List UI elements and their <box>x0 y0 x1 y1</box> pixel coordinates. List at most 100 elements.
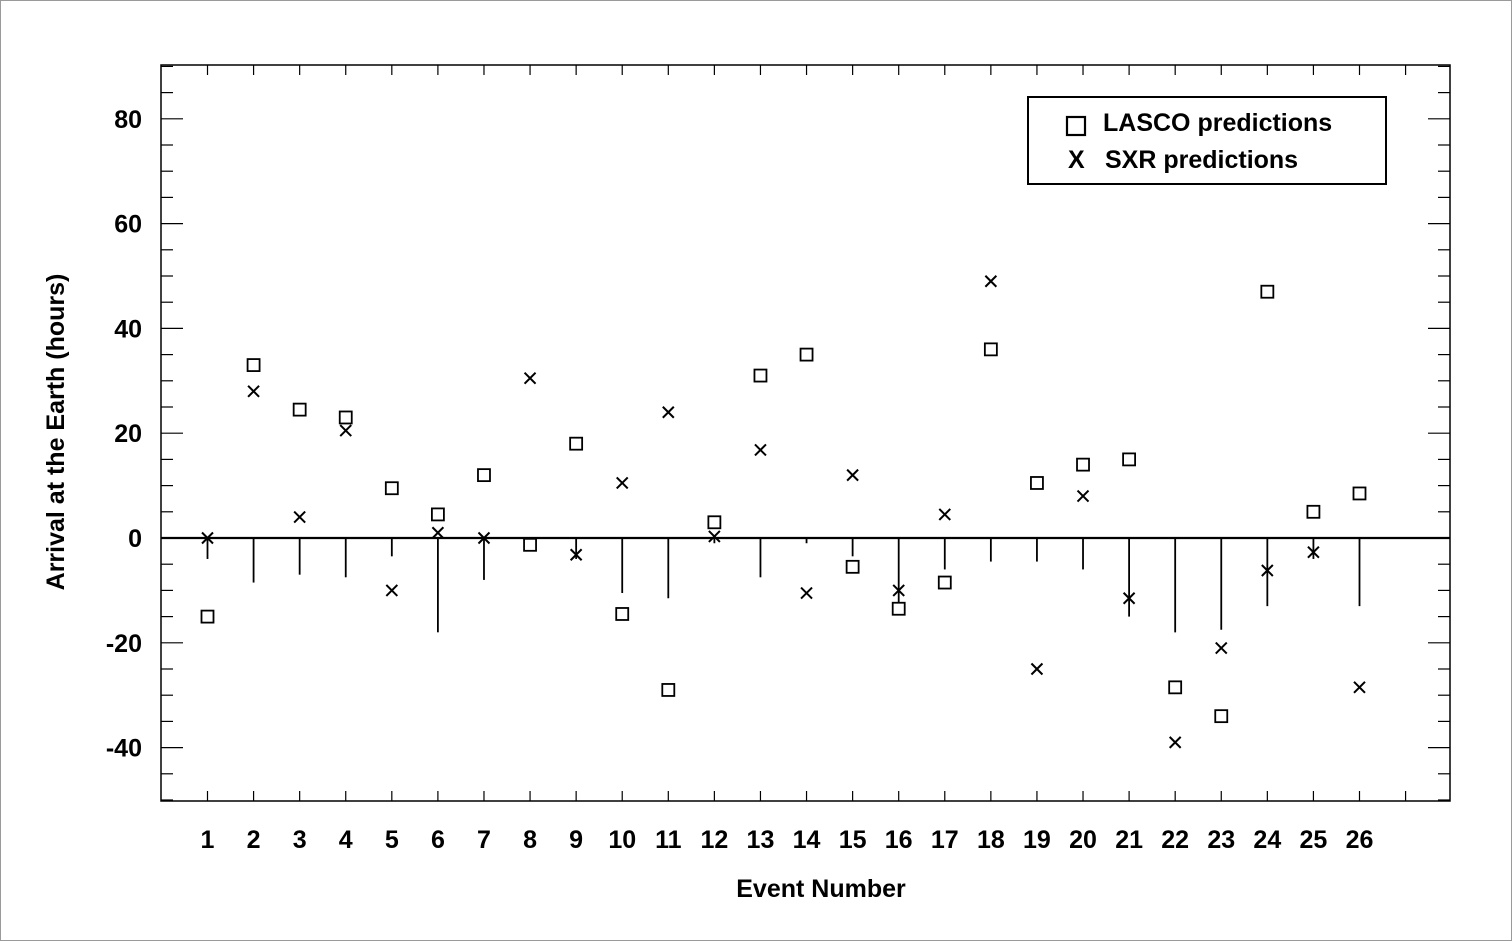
lasco-point <box>1076 457 1090 472</box>
lasco-point <box>569 436 584 451</box>
legend-label-lasco: LASCO predictions <box>1103 109 1332 137</box>
y-tick-label: 80 <box>114 106 142 134</box>
lasco-point <box>523 537 537 552</box>
error-bars <box>206 538 1361 633</box>
sxr-point <box>938 508 951 521</box>
lasco-point <box>1306 504 1321 519</box>
sxr-point <box>1122 592 1136 605</box>
sxr-point <box>1030 662 1044 676</box>
sxr-point <box>523 371 537 385</box>
y-axis-tick-labels: 80 60 40 20 0 -20 -40 <box>106 106 142 763</box>
y-tick-label: -40 <box>106 735 142 763</box>
lasco-series <box>200 284 1367 724</box>
x-tick-label: 3 <box>293 826 307 854</box>
sxr-point <box>616 476 629 490</box>
sxr-point <box>846 468 859 482</box>
lasco-point <box>707 515 722 530</box>
lasco-point <box>845 559 860 574</box>
lasco-point <box>661 683 676 697</box>
x-tick-label: 19 <box>1023 826 1051 854</box>
lasco-point <box>292 402 307 417</box>
x-tick-label: 13 <box>747 826 775 854</box>
sxr-point <box>247 385 260 398</box>
x-tick-label: 8 <box>523 826 537 854</box>
x-tick-label: 4 <box>339 826 353 854</box>
sxr-point <box>477 531 491 545</box>
x-axis-tick-labels: 1 2 3 4 5 6 7 8 9 10 11 12 13 14 15 16 17 18 19 20 21 22 23 24 2… <box>201 826 1374 854</box>
axis-ticks <box>161 65 1450 801</box>
y-tick-label: 60 <box>114 211 142 239</box>
x-tick-label: 15 <box>839 826 867 854</box>
x-tick-label: 5 <box>385 826 399 854</box>
lasco-point <box>891 601 906 616</box>
sxr-point <box>708 530 721 543</box>
sxr-point <box>984 275 998 288</box>
x-tick-label: 25 <box>1300 826 1328 854</box>
sxr-point <box>754 443 767 457</box>
x-tick-label: 9 <box>569 826 583 854</box>
x-tick-label: 11 <box>655 826 682 854</box>
sxr-point <box>1215 641 1228 655</box>
lasco-point <box>1122 452 1136 467</box>
lasco-point <box>338 410 353 425</box>
x-tick-label: 7 <box>477 826 491 854</box>
x-tick-label: 20 <box>1069 826 1097 854</box>
sxr-point <box>1261 564 1274 577</box>
legend-box <box>1027 96 1387 185</box>
x-tick-label: 23 <box>1207 826 1235 854</box>
x-tick-label: 1 <box>201 826 215 854</box>
x-tick-label: 24 <box>1253 826 1281 854</box>
y-tick-label: 0 <box>128 525 142 553</box>
sxr-point <box>339 424 352 437</box>
lasco-point <box>477 468 491 483</box>
sxr-point <box>385 584 399 597</box>
lasco-point <box>615 607 630 621</box>
lasco-point <box>937 575 952 590</box>
x-tick-label: 21 <box>1115 826 1143 854</box>
x-tick-label: 18 <box>977 826 1005 854</box>
sxr-point <box>800 586 813 600</box>
y-tick-label: 20 <box>114 420 142 448</box>
sxr-point <box>1076 489 1090 503</box>
lasco-point <box>1352 486 1367 501</box>
lasco-point <box>983 342 998 357</box>
legend: LASCO predictions X SXR predictions <box>1027 96 1387 185</box>
lasco-point <box>799 347 814 362</box>
lasco-point <box>1214 709 1229 724</box>
sxr-series <box>201 275 1366 749</box>
sxr-point <box>1307 545 1320 559</box>
y-tick-label: 40 <box>114 315 142 343</box>
x-tick-label: 12 <box>700 826 728 854</box>
y-axis-title: Arrival at the Earth (hours) <box>42 274 70 591</box>
sxr-point <box>201 531 214 545</box>
sxr-point <box>1353 681 1366 694</box>
legend-label-sxr: SXR predictions <box>1105 146 1298 174</box>
x-axis-title: Event Number <box>736 875 906 903</box>
lasco-point <box>384 481 399 496</box>
lasco-point <box>1260 284 1275 299</box>
lasco-point <box>1030 476 1044 490</box>
x-tick-label: 22 <box>1161 826 1189 854</box>
sxr-point <box>1168 736 1182 749</box>
lasco-point <box>246 358 261 372</box>
sxr-point <box>892 584 905 597</box>
lasco-point <box>753 368 768 383</box>
legend-square-marker <box>1065 115 1087 137</box>
x-tick-label: 17 <box>931 826 959 854</box>
sxr-point <box>662 406 675 419</box>
sxr-point <box>569 548 583 561</box>
x-tick-label: 2 <box>247 826 261 854</box>
lasco-point <box>200 609 215 624</box>
lasco-point <box>430 507 445 522</box>
x-tick-label: 14 <box>793 826 821 854</box>
sxr-point <box>431 526 445 539</box>
lasco-point <box>1168 680 1183 695</box>
y-tick-label: -20 <box>106 630 142 658</box>
sxr-point <box>293 510 306 524</box>
x-tick-label: 26 <box>1346 826 1374 854</box>
x-tick-label: 16 <box>885 826 913 854</box>
legend-x-marker: X <box>1068 146 1085 174</box>
x-tick-label: 10 <box>608 826 636 854</box>
x-tick-label: 6 <box>431 826 445 854</box>
